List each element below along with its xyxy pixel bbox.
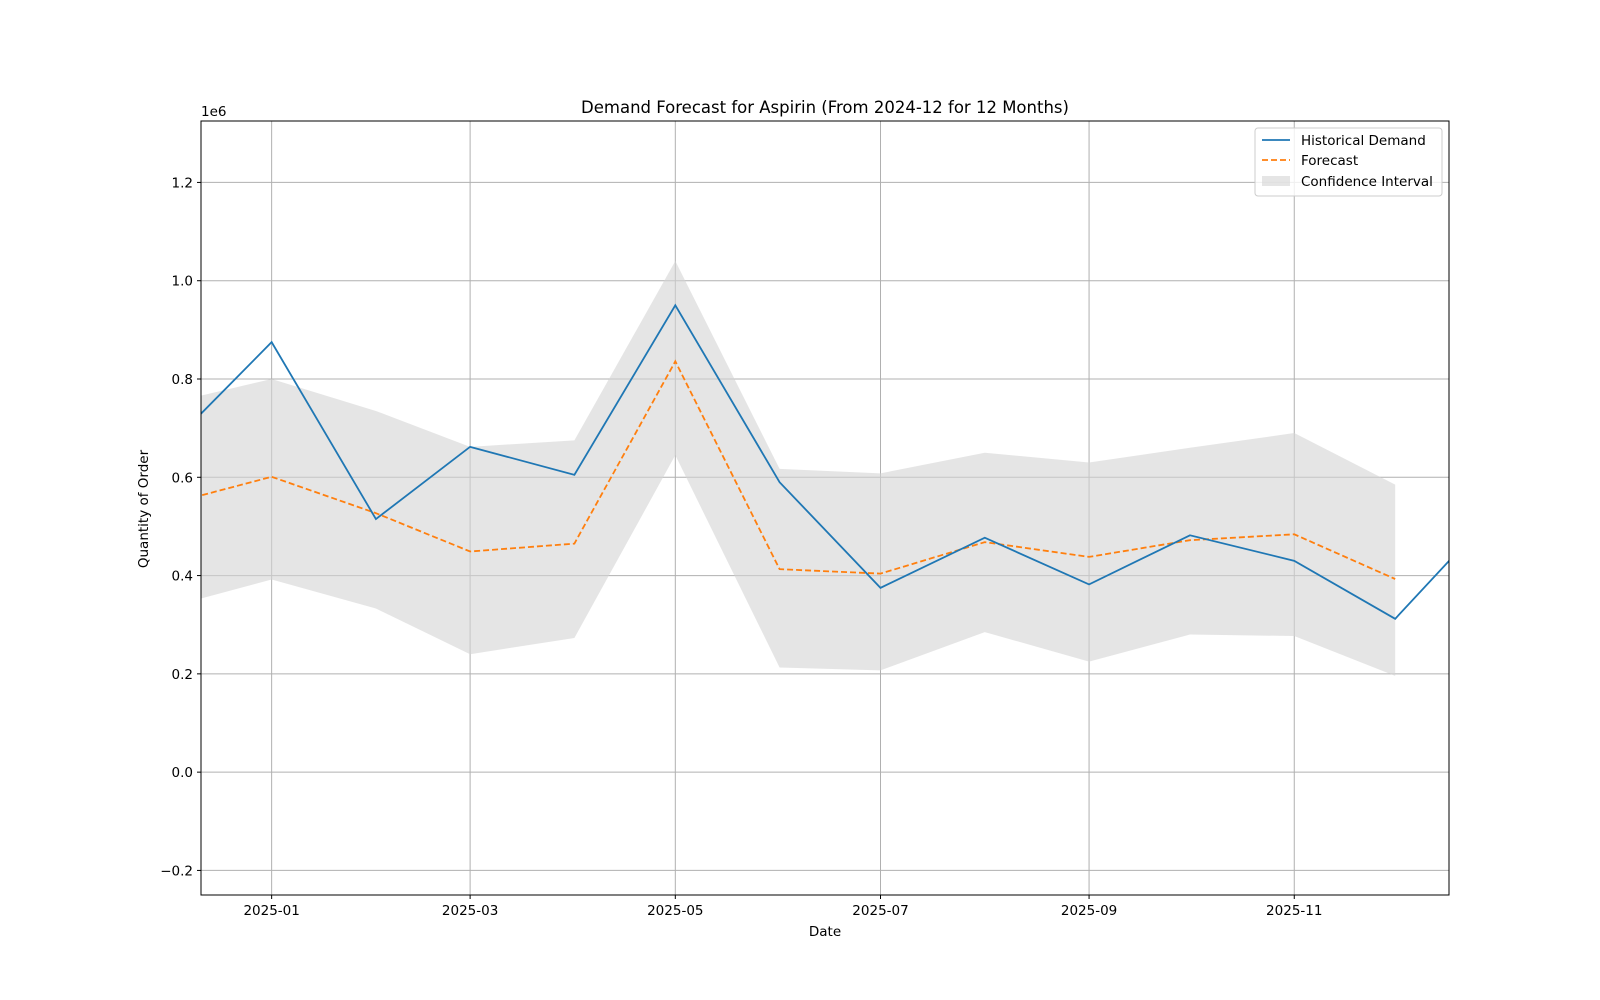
series-lines-layer: [201, 303, 1449, 620]
legend-historical-label: Historical Demand: [1301, 133, 1426, 149]
legend-confidence-swatch: [1262, 176, 1290, 186]
x-tick-label: 2025-09: [1061, 903, 1117, 919]
confidence-band-layer: [201, 261, 1396, 676]
x-axis-label: Date: [809, 924, 841, 940]
legend-forecast-label: Forecast: [1301, 153, 1358, 169]
x-tick-label: 2025-05: [647, 903, 703, 919]
historical-demand-line: [201, 303, 1449, 620]
y-tick-label: 0.4: [172, 569, 193, 585]
legend-box: [1254, 127, 1443, 197]
y-axis-offset-label: 1e6: [201, 104, 226, 120]
x-tick-label: 2025-01: [243, 903, 299, 919]
y-axis-label: Quantity of Order: [136, 449, 152, 568]
y-tick-label: 1.0: [172, 274, 193, 290]
y-tick-label: 1.2: [172, 175, 193, 191]
y-tick-label: 0.0: [172, 765, 193, 781]
plot-frame: [200, 120, 1450, 896]
x-tick-label: 2025-07: [852, 903, 908, 919]
axis-ticks: 2025-01 2025-03 2025-05 2025-07 2025-09 2025-…: [160, 175, 1322, 919]
chart-title: Demand Forecast for Aspirin (From 2024-1…: [581, 98, 1069, 117]
y-tick-label: −0.2: [160, 863, 193, 879]
y-tick-label: 0.2: [172, 667, 193, 683]
x-tick-label: 2025-03: [442, 903, 498, 919]
forecast-line: [201, 359, 1396, 580]
y-tick-label: 0.8: [172, 372, 193, 388]
x-tick-label: 2025-11: [1266, 903, 1322, 919]
legend: Historical Demand Forecast Confidence In…: [1254, 127, 1443, 197]
confidence-interval-band: [201, 261, 1396, 676]
y-tick-label: 0.6: [172, 470, 193, 486]
legend-confidence-label: Confidence Interval: [1301, 174, 1433, 190]
